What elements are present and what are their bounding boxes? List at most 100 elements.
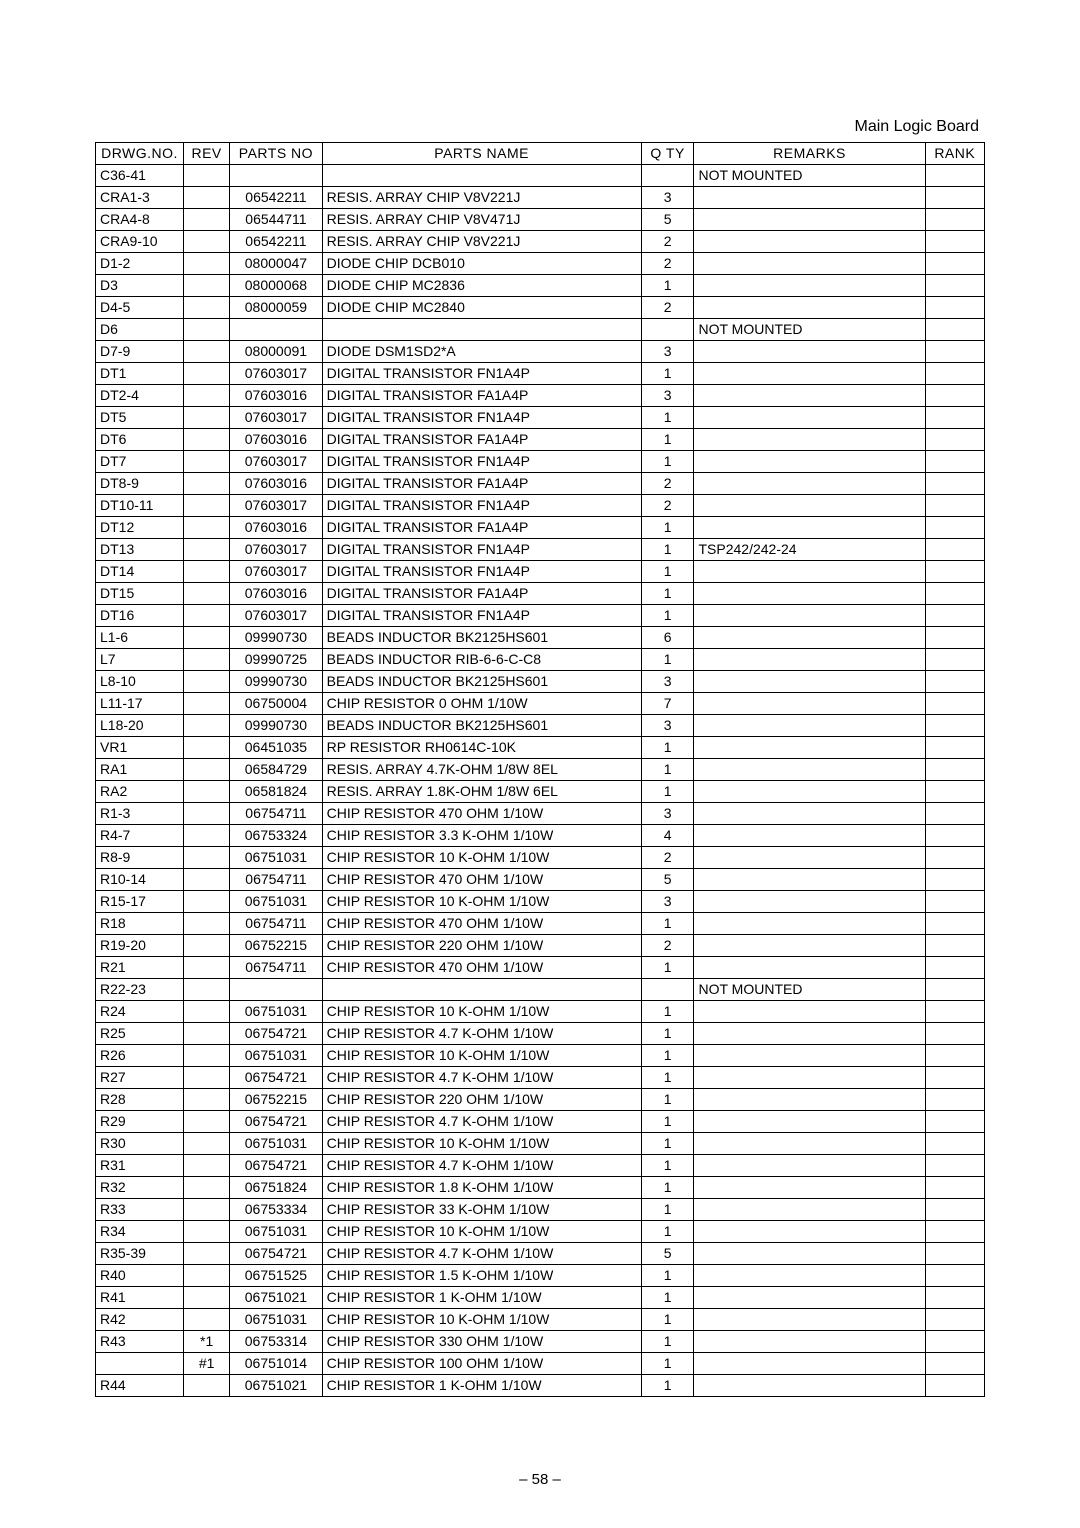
table-row: R2506754721CHIP RESISTOR 4.7 K-OHM 1/10W… [96, 1023, 985, 1045]
cell-pn: 07603017 [230, 451, 322, 473]
cell-qty: 1 [641, 429, 694, 451]
cell-name: DIGITAL TRANSISTOR FN1A4P [322, 363, 641, 385]
cell-rem [694, 583, 925, 605]
cell-rev [184, 737, 230, 759]
cell-pn: 06751031 [230, 847, 322, 869]
col-header-rem: REMARKS [694, 143, 925, 165]
cell-rank [925, 737, 984, 759]
table-row: DT107603017DIGITAL TRANSISTOR FN1A4P1 [96, 363, 985, 385]
cell-qty: 1 [641, 561, 694, 583]
cell-rev [184, 781, 230, 803]
table-row: R3206751824CHIP RESISTOR 1.8 K-OHM 1/10W… [96, 1177, 985, 1199]
cell-drwg: R35-39 [96, 1243, 184, 1265]
col-header-pn: PARTS NO [230, 143, 322, 165]
table-row: D4-508000059DIODE CHIP MC28402 [96, 297, 985, 319]
cell-rev [184, 231, 230, 253]
cell-rev [184, 891, 230, 913]
table-row: DT2-407603016DIGITAL TRANSISTOR FA1A4P3 [96, 385, 985, 407]
cell-rem [694, 473, 925, 495]
cell-rev [184, 561, 230, 583]
cell-drwg: R4-7 [96, 825, 184, 847]
cell-rev [184, 1001, 230, 1023]
cell-rank [925, 935, 984, 957]
cell-name: RESIS. ARRAY 4.7K-OHM 1/8W 8EL [322, 759, 641, 781]
cell-drwg: D1-2 [96, 253, 184, 275]
cell-qty: 1 [641, 605, 694, 627]
cell-drwg: R10-14 [96, 869, 184, 891]
cell-qty: 1 [641, 1155, 694, 1177]
table-row: DT507603017DIGITAL TRANSISTOR FN1A4P1 [96, 407, 985, 429]
col-header-drwg: DRWG.NO. [96, 143, 184, 165]
cell-rem [694, 1353, 925, 1375]
cell-rem [694, 649, 925, 671]
cell-rem [694, 803, 925, 825]
cell-name: CHIP RESISTOR 1 K-OHM 1/10W [322, 1287, 641, 1309]
cell-name [322, 319, 641, 341]
col-header-rev: REV [184, 143, 230, 165]
cell-rev [184, 1199, 230, 1221]
cell-drwg: L11-17 [96, 693, 184, 715]
cell-name: DIGITAL TRANSISTOR FN1A4P [322, 451, 641, 473]
cell-rank [925, 187, 984, 209]
cell-drwg: L8-10 [96, 671, 184, 693]
cell-rem [694, 1265, 925, 1287]
cell-name: CHIP RESISTOR 1.5 K-OHM 1/10W [322, 1265, 641, 1287]
cell-pn: 06754721 [230, 1111, 322, 1133]
cell-rev [184, 605, 230, 627]
table-row: D1-208000047DIODE CHIP DCB0102 [96, 253, 985, 275]
cell-rev [184, 583, 230, 605]
table-row: L1-609990730BEADS INDUCTOR BK2125HS6016 [96, 627, 985, 649]
cell-drwg: R40 [96, 1265, 184, 1287]
cell-pn: 06751031 [230, 1045, 322, 1067]
cell-rank [925, 715, 984, 737]
cell-name: CHIP RESISTOR 4.7 K-OHM 1/10W [322, 1243, 641, 1265]
cell-qty: 1 [641, 1067, 694, 1089]
cell-rank [925, 1111, 984, 1133]
cell-drwg: R8-9 [96, 847, 184, 869]
cell-rem [694, 1221, 925, 1243]
cell-rank [925, 693, 984, 715]
cell-qty: 1 [641, 957, 694, 979]
cell-qty: 1 [641, 1001, 694, 1023]
cell-pn: 06751021 [230, 1375, 322, 1397]
cell-rank [925, 407, 984, 429]
cell-drwg: R22-23 [96, 979, 184, 1001]
table-row: #106751014CHIP RESISTOR 100 OHM 1/10W1 [96, 1353, 985, 1375]
cell-rank [925, 253, 984, 275]
cell-rank [925, 275, 984, 297]
cell-qty [641, 165, 694, 187]
cell-pn: 06752215 [230, 935, 322, 957]
cell-rev [184, 1023, 230, 1045]
cell-pn: 07603016 [230, 517, 322, 539]
cell-drwg: L18-20 [96, 715, 184, 737]
table-row: DT1607603017DIGITAL TRANSISTOR FN1A4P1 [96, 605, 985, 627]
table-row: D7-908000091DIODE DSM1SD2*A3 [96, 341, 985, 363]
cell-drwg: R32 [96, 1177, 184, 1199]
cell-rank [925, 231, 984, 253]
cell-drwg: R42 [96, 1309, 184, 1331]
cell-drwg: RA2 [96, 781, 184, 803]
cell-drwg: R25 [96, 1023, 184, 1045]
cell-rev [184, 385, 230, 407]
cell-rem [694, 759, 925, 781]
cell-pn: 07603016 [230, 429, 322, 451]
cell-rem [694, 737, 925, 759]
cell-pn: 06750004 [230, 693, 322, 715]
cell-pn: 06753334 [230, 1199, 322, 1221]
cell-qty: 1 [641, 275, 694, 297]
table-row: DT1507603016DIGITAL TRANSISTOR FA1A4P1 [96, 583, 985, 605]
cell-rem [694, 231, 925, 253]
cell-rank [925, 385, 984, 407]
table-row: DT8-907603016DIGITAL TRANSISTOR FA1A4P2 [96, 473, 985, 495]
col-header-name: PARTS NAME [322, 143, 641, 165]
cell-drwg: R15-17 [96, 891, 184, 913]
cell-pn: 07603016 [230, 385, 322, 407]
cell-rem [694, 957, 925, 979]
cell-drwg: D6 [96, 319, 184, 341]
cell-rem [694, 605, 925, 627]
cell-drwg: R29 [96, 1111, 184, 1133]
cell-rev [184, 341, 230, 363]
cell-pn: 07603017 [230, 407, 322, 429]
cell-pn: 06584729 [230, 759, 322, 781]
table-row: RA206581824RESIS. ARRAY 1.8K-OHM 1/8W 6E… [96, 781, 985, 803]
